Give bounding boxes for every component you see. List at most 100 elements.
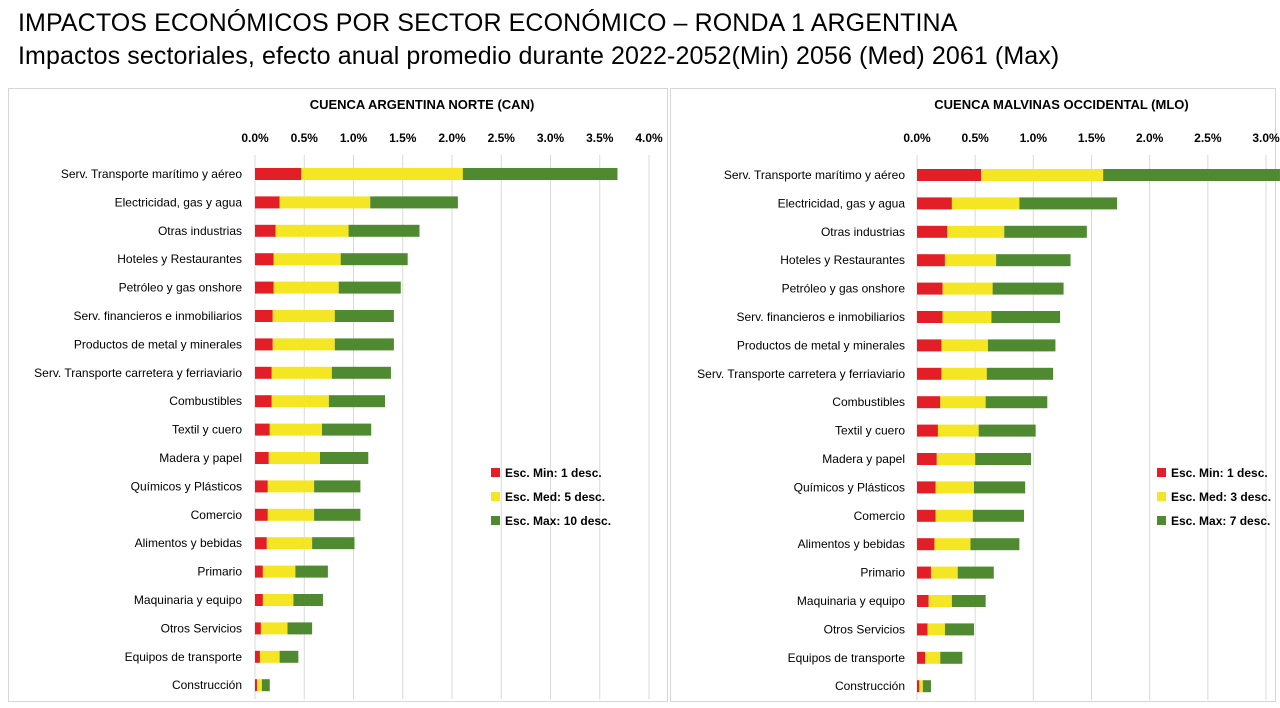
- bar-segment-max: [951, 595, 986, 607]
- bar-segment-max: [462, 168, 618, 180]
- bar-segment-min: [917, 396, 941, 409]
- bar-segment-min: [917, 424, 938, 437]
- category-label: Alimentos y bebidas: [135, 536, 242, 550]
- bar-segment-min: [255, 508, 268, 521]
- x-tick-label: 0.0%: [903, 131, 931, 145]
- bar-segment-min: [917, 367, 942, 380]
- bar-segment-min: [917, 680, 920, 693]
- chart-title: CUENCA MALVINAS OCCIDENTAL (MLO): [934, 97, 1188, 112]
- x-tick-label: 1.0%: [340, 131, 368, 145]
- bar-segment-min: [255, 253, 274, 266]
- category-label: Serv. financieros e inmobiliarios: [73, 309, 242, 323]
- category-label: Otras industrias: [821, 225, 905, 239]
- bar-segment-max: [293, 594, 323, 606]
- x-tick-label: 1.5%: [1078, 131, 1106, 145]
- x-tick-label: 3.0%: [1252, 131, 1280, 145]
- legend-label: Esc. Min: 1 desc.: [505, 466, 602, 480]
- bar-segment-med: [272, 338, 335, 351]
- bar-segment-max: [996, 254, 1071, 267]
- bar-segment-min: [255, 650, 260, 663]
- bar-segment-med: [262, 594, 294, 606]
- bar-segment-med: [937, 424, 979, 437]
- legend-swatch: [1157, 468, 1166, 477]
- bar-segment-max: [978, 424, 1036, 437]
- category-label: Textil y cuero: [172, 423, 242, 437]
- bar-segment-med: [262, 565, 296, 578]
- bar-segment-min: [255, 480, 268, 493]
- x-tick-label: 2.5%: [1194, 131, 1222, 145]
- bar-segment-max: [328, 395, 386, 408]
- category-label: Serv. Transporte carretera y ferriaviari…: [34, 366, 242, 380]
- category-label: Equipos de transporte: [125, 650, 243, 664]
- category-label: Combustibles: [832, 395, 905, 409]
- bar-segment-max: [340, 253, 408, 266]
- legend-label: Esc. Min: 1 desc.: [1171, 466, 1268, 480]
- x-tick-label: 3.0%: [537, 131, 565, 145]
- bar-segment-min: [917, 595, 929, 607]
- bar-segment-max: [991, 311, 1061, 323]
- bar-segment-min: [917, 453, 937, 465]
- category-label: Serv. financieros e inmobiliarios: [736, 310, 905, 324]
- bar-segment-min: [255, 594, 263, 606]
- header: IMPACTOS ECONÓMICOS POR SECTOR ECONÓMICO…: [18, 6, 1059, 72]
- bar-segment-med: [942, 282, 993, 295]
- bar-segment-med: [934, 538, 971, 551]
- bar-segment-med: [944, 254, 997, 267]
- bar-segment-max: [314, 480, 361, 493]
- bar-segment-max: [1019, 197, 1118, 210]
- legend-label: Esc. Med: 5 desc.: [505, 490, 605, 504]
- bar-segment-min: [917, 651, 926, 664]
- category-label: Maquinaria y equipo: [797, 594, 905, 608]
- bar-segment-max: [295, 565, 328, 578]
- bar-segment-med: [941, 339, 988, 352]
- bar-segment-med: [273, 253, 341, 266]
- bar-segment-med: [940, 396, 986, 409]
- x-tick-label: 2.0%: [438, 131, 466, 145]
- x-tick-label: 3.5%: [586, 131, 614, 145]
- bar-segment-min: [255, 168, 302, 180]
- bar-segment-min: [255, 423, 270, 436]
- bar-segment-med: [267, 508, 315, 521]
- bar-segment-min: [917, 311, 943, 323]
- bar-segment-med: [935, 481, 975, 494]
- x-tick-label: 0.5%: [291, 131, 319, 145]
- bar-segment-med: [925, 651, 941, 664]
- legend-label: Esc. Max: 10 desc.: [505, 514, 611, 528]
- bar-segment-max: [287, 622, 313, 635]
- bar-segment-max: [972, 509, 1025, 522]
- bar-segment-max: [261, 679, 270, 692]
- legend-swatch: [1157, 492, 1166, 501]
- bar-segment-max: [1103, 169, 1280, 181]
- bar-segment-med: [951, 197, 1020, 210]
- legend-swatch: [491, 492, 500, 501]
- bar-segment-max: [331, 366, 391, 379]
- legend-swatch: [491, 468, 500, 477]
- category-label: Otras industrias: [158, 224, 242, 238]
- bar-segment-max: [334, 310, 394, 322]
- bar-segment-med: [935, 509, 973, 522]
- category-label: Serv. Transporte marítimo y aéreo: [61, 167, 243, 181]
- x-tick-label: 2.5%: [488, 131, 516, 145]
- bar-segment-min: [255, 338, 273, 351]
- bar-segment-med: [260, 622, 288, 635]
- bar-segment-min: [917, 282, 943, 295]
- bar-segment-min: [255, 452, 269, 464]
- category-label: Combustibles: [169, 394, 242, 408]
- bar-segment-min: [917, 566, 931, 579]
- category-label: Hoteles y Restaurantes: [117, 252, 242, 266]
- chart-panel-mlo: CUENCA MALVINAS OCCIDENTAL (MLO) 0.0% 0.5%…: [670, 88, 1280, 702]
- x-tick-label: 1.0%: [1020, 131, 1048, 145]
- bar-segment-min: [255, 537, 267, 550]
- bar-segment-med: [947, 225, 1005, 238]
- bar-segment-max: [338, 281, 401, 294]
- bar-segment-min: [255, 366, 272, 379]
- bar-segment-max: [957, 566, 994, 579]
- bar-segment-min: [255, 281, 274, 294]
- bar-segment-med: [256, 679, 262, 692]
- chart-mlo: CUENCA MALVINAS OCCIDENTAL (MLO) 0.0% 0.5%…: [697, 97, 1280, 701]
- bar-segment-med: [259, 650, 280, 663]
- bar-segment-min: [917, 225, 948, 238]
- bar-segment-max: [312, 537, 355, 550]
- category-label: Productos de metal y minerales: [74, 337, 242, 351]
- category-label: Petróleo y gas onshore: [119, 281, 243, 295]
